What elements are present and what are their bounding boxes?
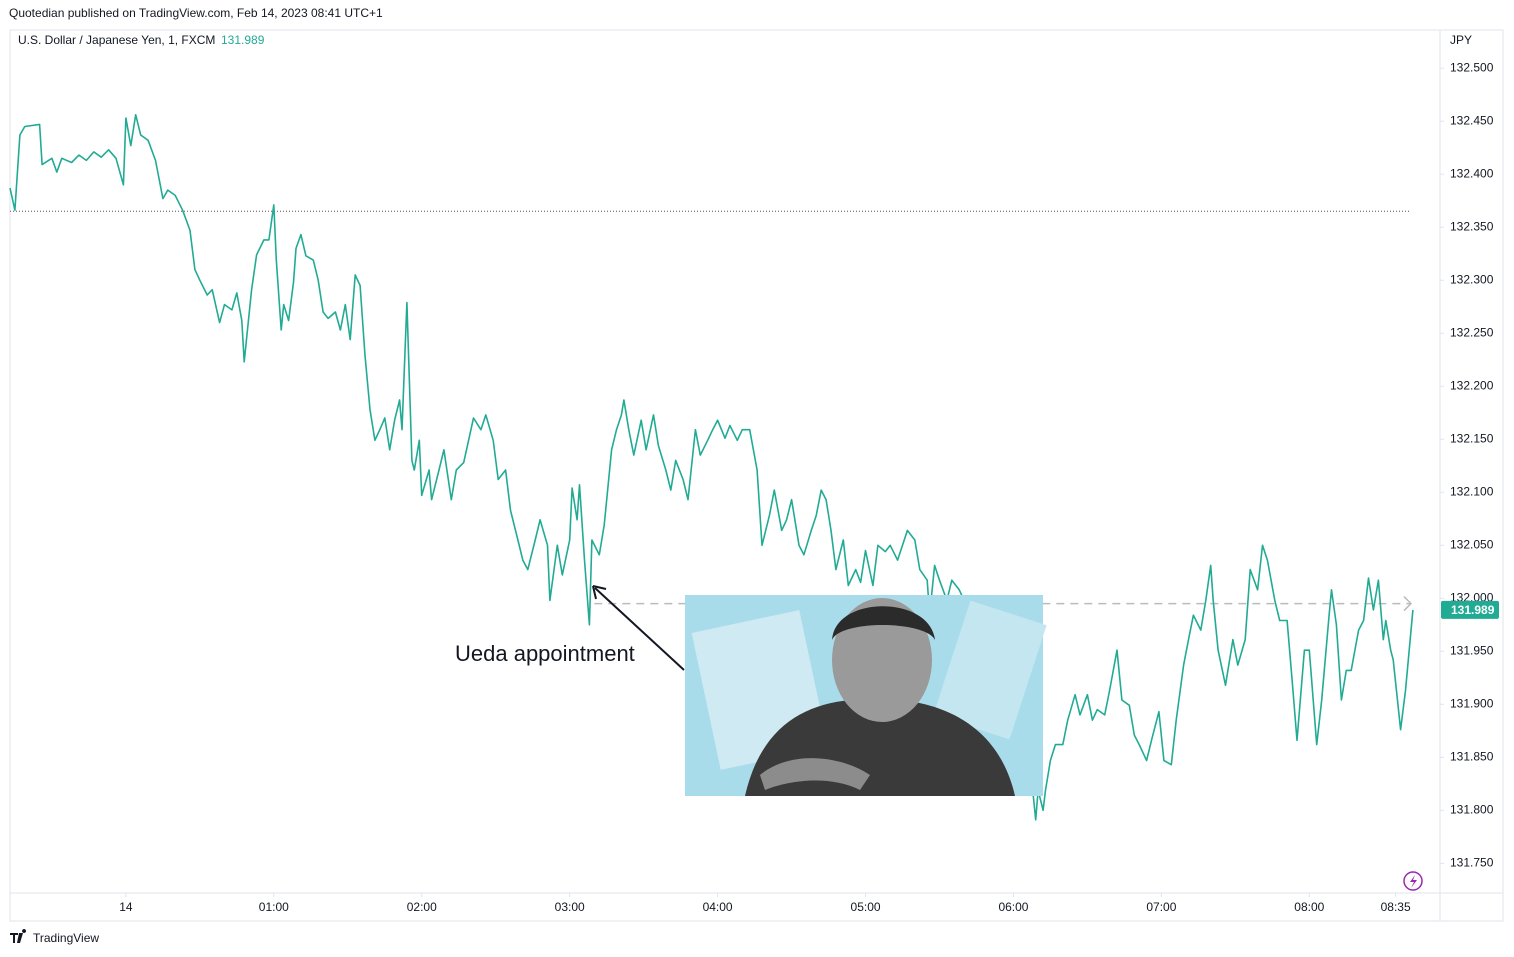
x-tick-label: 06:00 bbox=[998, 900, 1028, 914]
y-tick-label: 131.850 bbox=[1450, 749, 1494, 763]
y-tick-label: 131.800 bbox=[1450, 802, 1494, 816]
lightning-icon[interactable] bbox=[1403, 871, 1423, 891]
x-tick-label: 01:00 bbox=[259, 900, 289, 914]
head bbox=[832, 598, 932, 722]
y-tick-label: 132.450 bbox=[1450, 113, 1494, 127]
y-tick-label: 131.750 bbox=[1450, 855, 1494, 869]
symbol-last-price: 131.989 bbox=[221, 33, 265, 47]
hands bbox=[760, 758, 870, 790]
x-tick-label: 05:00 bbox=[851, 900, 881, 914]
x-tick-label: 07:00 bbox=[1146, 900, 1176, 914]
y-tick-label: 132.100 bbox=[1450, 484, 1494, 498]
tradingview-logo bbox=[10, 929, 27, 943]
last-price-tag bbox=[1441, 600, 1499, 619]
symbol-name: U.S. Dollar / Japanese Yen, 1, FXCM bbox=[18, 33, 215, 47]
y-tick-label: 132.300 bbox=[1450, 272, 1494, 286]
plot: 131.750 131.800 131.850 131.900 131.950 132.0… bbox=[9, 60, 1499, 914]
y-tick-label: 132.050 bbox=[1450, 537, 1494, 551]
annotation: Ueda appointment bbox=[455, 641, 635, 666]
y-tick-label: 132.350 bbox=[1450, 219, 1494, 233]
y-tick-label: 131.950 bbox=[1450, 643, 1494, 657]
price-line bbox=[9, 114, 1414, 821]
last-price-tag-label: 131.989 bbox=[1451, 603, 1495, 617]
annotation-arrowhead bbox=[592, 585, 607, 600]
x-tick-label: 02:00 bbox=[407, 900, 437, 914]
footer-brand: TradingView bbox=[33, 931, 99, 945]
publisher-header: Quotedian published on TradingView.com, … bbox=[9, 6, 383, 20]
y-tick-label: 132.500 bbox=[1450, 60, 1494, 74]
x-tick-label: 08:00 bbox=[1294, 900, 1324, 914]
horizontal-line-end bbox=[1403, 596, 1413, 612]
y-axis-label: JPY bbox=[1450, 33, 1472, 47]
photo bbox=[685, 595, 1047, 796]
x-tick-label: 03:00 bbox=[555, 900, 585, 914]
x-tick-label: 14 bbox=[119, 900, 133, 914]
chart-frame bbox=[9, 29, 1504, 922]
hair bbox=[832, 606, 935, 640]
lightning-bolt bbox=[1410, 875, 1417, 888]
y-tick-label: 132.150 bbox=[1450, 431, 1494, 445]
y-tick-label: 132.200 bbox=[1450, 378, 1494, 392]
y-tick-label: 131.900 bbox=[1450, 696, 1494, 710]
y-tick-label: 132.400 bbox=[1450, 166, 1494, 180]
y-tick-label: 132.250 bbox=[1450, 325, 1494, 339]
x-tick-label: 08:35 bbox=[1381, 900, 1411, 914]
annotation-arrow bbox=[594, 587, 685, 671]
banknote bbox=[933, 600, 1047, 740]
x-tick-label: 04:00 bbox=[703, 900, 733, 914]
